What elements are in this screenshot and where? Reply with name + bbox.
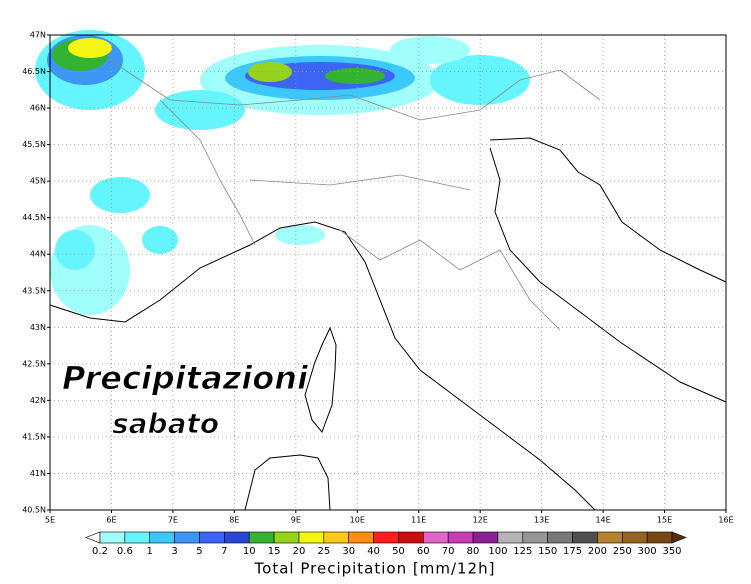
colorbar-label: 150 — [538, 546, 557, 557]
lat-tick-label: 43.5N — [22, 286, 46, 295]
colorbar-box — [224, 531, 250, 544]
lat-tick-label: 42.5N — [22, 359, 46, 368]
lon-tick-label: 13E — [534, 516, 549, 525]
colorbar-label: 60 — [417, 546, 430, 557]
colorbar-end — [671, 531, 687, 544]
colorbar-box — [423, 531, 449, 544]
lat-tick-label: 47N — [30, 31, 46, 40]
colorbar-box — [199, 531, 225, 544]
lon-tick-label: 5E — [45, 516, 55, 525]
colorbar: 0.2 0.6 1 3 5 7 10 15 20 25 30 40 50 60 70 80 100 125 150 1… — [85, 531, 687, 557]
colorbar-label: 175 — [563, 546, 582, 557]
colorbar-box — [646, 531, 673, 544]
lat-tick-label: 46.5N — [22, 67, 46, 76]
lon-tick-label: 15E — [657, 516, 672, 525]
colorbar-box — [547, 531, 573, 544]
colorbar-box — [572, 531, 598, 544]
lat-tick-label: 43N — [30, 323, 46, 332]
colorbar-box — [149, 531, 175, 544]
colorbar-box — [348, 531, 374, 544]
colorbar-label: 25 — [317, 546, 330, 557]
colorbar-label: 30 — [342, 546, 355, 557]
lon-tick-label: 11E — [411, 516, 426, 525]
map-frame — [49, 34, 727, 511]
colorbar-box — [248, 531, 275, 544]
colorbar-label: 40 — [367, 546, 380, 557]
lat-tick-label: 46N — [30, 104, 46, 113]
colorbar-label: 200 — [588, 546, 607, 557]
colorbar-box — [298, 531, 325, 544]
colorbar-box — [597, 531, 623, 544]
colorbar-box — [174, 531, 200, 544]
colorbar-box — [497, 531, 524, 544]
colorbar-title: Total Precipitation [mm/12h] — [254, 560, 496, 578]
lat-tick-label: 41N — [30, 469, 46, 478]
colorbar-label: 0.6 — [117, 546, 133, 557]
lat-tick-label: 44N — [30, 250, 46, 259]
lon-tick-label: 16E — [718, 516, 733, 525]
colorbar-label: 125 — [513, 546, 532, 557]
precipitation-field — [35, 30, 530, 315]
colorbar-box — [522, 531, 548, 544]
lon-tick-label: 9E — [291, 516, 301, 525]
colorbar-box — [472, 531, 499, 544]
colorbar-box — [447, 531, 474, 544]
colorbar-label: 3 — [171, 546, 177, 557]
colorbar-label: 250 — [613, 546, 632, 557]
lat-tick-label: 41.5N — [22, 432, 46, 441]
colorbar-box — [373, 531, 399, 544]
lat-tick-label: 42N — [30, 396, 46, 405]
colorbar-box — [124, 531, 151, 544]
coastlines — [49, 59, 727, 511]
lat-tick-label: 45N — [30, 177, 46, 186]
colorbar-box — [99, 531, 126, 544]
axis-ticks: 47N 46.5N 46N 45.5N 45N 44.5N 44N 43.5N 43N 42.5N… — [22, 31, 733, 525]
colorbar-label: 1 — [147, 546, 153, 557]
graticule — [50, 35, 726, 510]
colorbar-box — [621, 531, 648, 544]
colorbar-label: 100 — [488, 546, 507, 557]
colorbar-label: 20 — [293, 546, 306, 557]
lon-tick-label: 6E — [106, 516, 116, 525]
lat-tick-label: 40.5N — [22, 506, 46, 515]
colorbar-label: 10 — [243, 546, 256, 557]
colorbar-label: 50 — [392, 546, 405, 557]
lon-tick-label: 12E — [473, 516, 488, 525]
colorbar-label: 7 — [221, 546, 227, 557]
lat-tick-label: 44.5N — [22, 213, 46, 222]
colorbar-box — [398, 531, 424, 544]
colorbar-label: 80 — [467, 546, 480, 557]
lon-tick-label: 8E — [229, 516, 239, 525]
lon-tick-label: 7E — [168, 516, 178, 525]
colorbar-box — [273, 531, 300, 544]
colorbar-label: 5 — [196, 546, 202, 557]
colorbar-box — [323, 531, 349, 544]
colorbar-label: 15 — [268, 546, 281, 557]
lon-tick-label: 14E — [595, 516, 610, 525]
colorbar-label: 0.2 — [92, 546, 108, 557]
colorbar-label: 70 — [442, 546, 455, 557]
overlay-subtitle: sabato — [112, 407, 219, 440]
overlay-title: Precipitazioni — [62, 359, 309, 397]
colorbar-label: 300 — [638, 546, 657, 557]
lat-tick-label: 45.5N — [22, 140, 46, 149]
lon-tick-label: 10E — [350, 516, 365, 525]
colorbar-label: 350 — [662, 546, 681, 557]
